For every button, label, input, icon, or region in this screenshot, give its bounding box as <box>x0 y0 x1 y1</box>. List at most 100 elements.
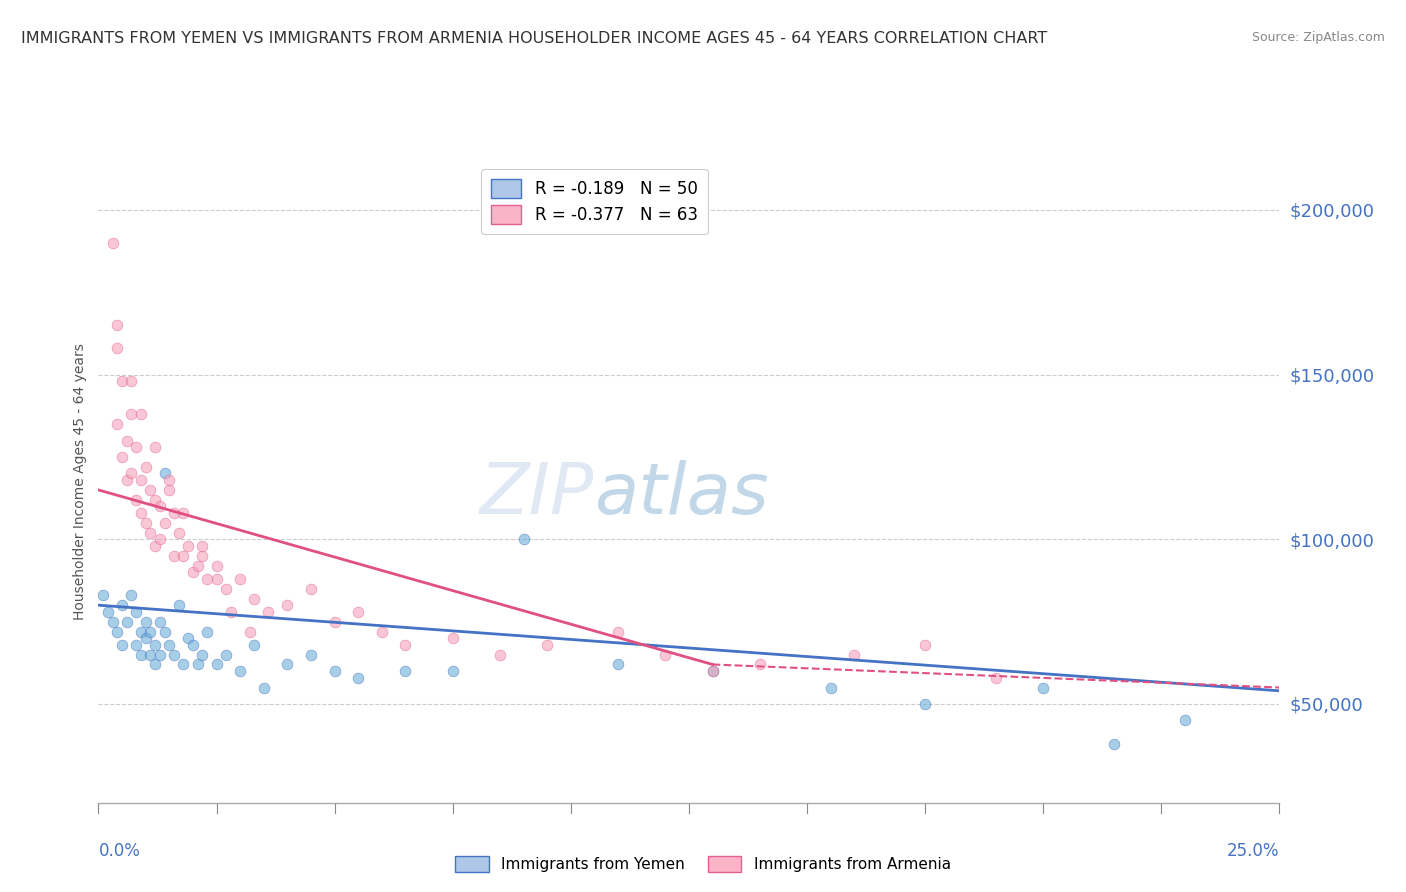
Point <box>172 657 194 672</box>
Point <box>129 473 152 487</box>
Point <box>536 638 558 652</box>
Text: IMMIGRANTS FROM YEMEN VS IMMIGRANTS FROM ARMENIA HOUSEHOLDER INCOME AGES 45 - 64: IMMIGRANTS FROM YEMEN VS IMMIGRANTS FROM… <box>21 31 1047 46</box>
Point <box>157 638 180 652</box>
Text: Source: ZipAtlas.com: Source: ZipAtlas.com <box>1251 31 1385 45</box>
Point <box>257 605 280 619</box>
Point <box>121 467 143 481</box>
Point <box>914 697 936 711</box>
Point <box>347 605 370 619</box>
Point <box>129 407 152 421</box>
Point <box>243 591 266 606</box>
Point <box>153 516 176 530</box>
Point <box>512 533 534 547</box>
Point <box>139 648 162 662</box>
Point <box>143 492 166 507</box>
Point <box>239 624 262 639</box>
Point <box>135 631 157 645</box>
Point <box>191 539 214 553</box>
Point <box>105 341 128 355</box>
Point <box>91 588 114 602</box>
Point <box>111 638 134 652</box>
Point <box>129 624 152 639</box>
Legend: Immigrants from Yemen, Immigrants from Armenia: Immigrants from Yemen, Immigrants from A… <box>447 848 959 880</box>
Point <box>748 657 770 672</box>
Point <box>139 624 162 639</box>
Point <box>299 582 322 596</box>
Point <box>191 648 214 662</box>
Point <box>129 648 152 662</box>
Point <box>115 615 138 629</box>
Point <box>153 624 176 639</box>
Point <box>163 549 186 563</box>
Point <box>111 598 134 612</box>
Y-axis label: Householder Income Ages 45 - 64 years: Householder Income Ages 45 - 64 years <box>73 343 87 620</box>
Point <box>121 588 143 602</box>
Point <box>229 572 252 586</box>
Point <box>276 657 298 672</box>
Point <box>163 506 186 520</box>
Point <box>125 440 148 454</box>
Point <box>115 434 138 448</box>
Point <box>191 549 214 563</box>
Text: 25.0%: 25.0% <box>1227 842 1279 860</box>
Point <box>143 638 166 652</box>
Point <box>157 483 180 497</box>
Point <box>143 440 166 454</box>
Point <box>205 558 228 573</box>
Point <box>163 648 186 662</box>
Point <box>844 648 866 662</box>
Point <box>323 615 346 629</box>
Text: 0.0%: 0.0% <box>98 842 141 860</box>
Point <box>276 598 298 612</box>
Point <box>219 605 242 619</box>
Point <box>129 506 152 520</box>
Point <box>97 605 120 619</box>
Point <box>229 664 252 678</box>
Point <box>323 664 346 678</box>
Point <box>167 598 190 612</box>
Point <box>489 648 512 662</box>
Point <box>149 615 172 629</box>
Point <box>1032 681 1054 695</box>
Point <box>181 638 204 652</box>
Point <box>654 648 676 662</box>
Point <box>914 638 936 652</box>
Point <box>172 549 194 563</box>
Point <box>121 374 143 388</box>
Point <box>115 473 138 487</box>
Point <box>105 417 128 431</box>
Point <box>215 648 238 662</box>
Point <box>101 615 124 629</box>
Point <box>299 648 322 662</box>
Point <box>149 648 172 662</box>
Point <box>135 516 157 530</box>
Point <box>187 558 209 573</box>
Point <box>167 525 190 540</box>
Point <box>347 671 370 685</box>
Point <box>195 572 218 586</box>
Point <box>1102 737 1125 751</box>
Point <box>139 483 162 497</box>
Point <box>125 605 148 619</box>
Point <box>195 624 218 639</box>
Point <box>1174 714 1197 728</box>
Point <box>101 235 124 250</box>
Point <box>125 638 148 652</box>
Point <box>607 624 630 639</box>
Point <box>139 525 162 540</box>
Point <box>135 459 157 474</box>
Point <box>121 407 143 421</box>
Point <box>243 638 266 652</box>
Point <box>441 631 464 645</box>
Point <box>111 374 134 388</box>
Text: ZIP: ZIP <box>479 460 595 529</box>
Point <box>253 681 276 695</box>
Point <box>394 638 416 652</box>
Point <box>105 318 128 333</box>
Point <box>394 664 416 678</box>
Point <box>215 582 238 596</box>
Point <box>157 473 180 487</box>
Point <box>177 631 200 645</box>
Point <box>371 624 394 639</box>
Point <box>149 533 172 547</box>
